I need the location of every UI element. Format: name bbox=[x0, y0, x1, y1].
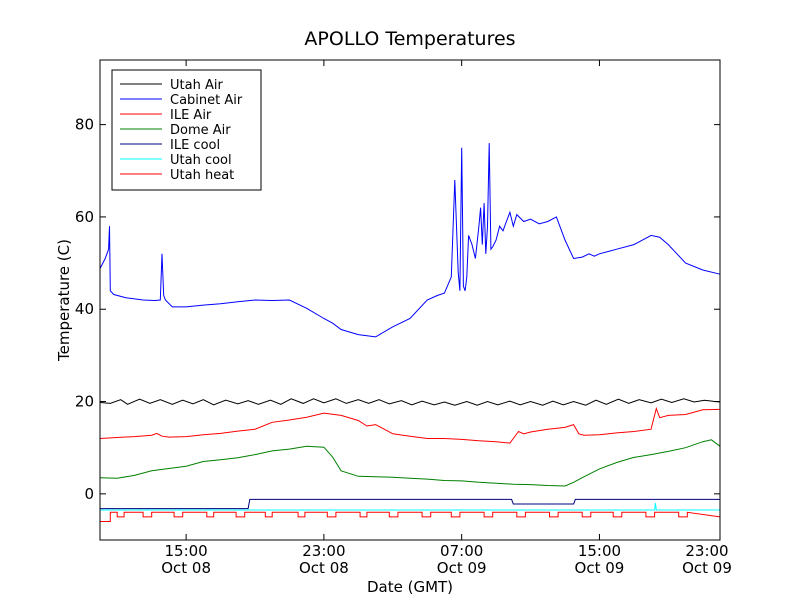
x-tick-date-label: Oct 09 bbox=[437, 559, 487, 577]
series-line-utah-cool bbox=[100, 503, 720, 511]
x-tick-time-label: 23:00 bbox=[302, 542, 345, 560]
x-tick-date-label: Oct 09 bbox=[682, 559, 732, 577]
x-tick-time-label: 15:00 bbox=[578, 542, 621, 560]
x-tick-time-label: 15:00 bbox=[164, 542, 207, 560]
x-tick-time-label: 23:00 bbox=[685, 542, 728, 560]
series-line-ile-air bbox=[99, 406, 721, 444]
series-line-dome-air bbox=[99, 439, 721, 487]
series-line-cabinet-air bbox=[99, 143, 721, 338]
y-tick-label: 80 bbox=[75, 116, 94, 134]
y-axis-label: Temperature (C) bbox=[55, 239, 73, 362]
y-tick-label: 20 bbox=[75, 393, 94, 411]
y-tick-label: 60 bbox=[75, 208, 94, 226]
plot-frame bbox=[99, 59, 721, 541]
y-tick-label: 0 bbox=[84, 485, 94, 503]
x-tick-date-label: Oct 09 bbox=[575, 559, 625, 577]
x-axis-label: Date (GMT) bbox=[367, 578, 453, 596]
chart-title: APOLLO Temperatures bbox=[304, 28, 515, 50]
legend-label-dome-air: Dome Air bbox=[170, 123, 231, 138]
x-tick-date-label: Oct 08 bbox=[161, 559, 211, 577]
legend-label-ile-cool: ILE cool bbox=[170, 138, 220, 153]
series-line-utah-heat bbox=[100, 511, 721, 522]
legend-label-utah-heat: Utah heat bbox=[170, 168, 234, 183]
series-layer bbox=[99, 143, 721, 522]
series-line-utah-air bbox=[99, 398, 721, 406]
x-tick-date-label: Oct 08 bbox=[299, 559, 349, 577]
x-tick-time-label: 07:00 bbox=[440, 542, 483, 560]
series-line-ile-cool bbox=[100, 498, 720, 510]
legend-label-utah-air: Utah Air bbox=[170, 78, 223, 93]
legend-box bbox=[111, 69, 262, 191]
y-tick-label: 40 bbox=[75, 300, 94, 318]
legend-label-utah-cool: Utah cool bbox=[170, 153, 232, 168]
legend-label-cabinet-air: Cabinet Air bbox=[170, 93, 243, 108]
legend-label-ile-air: ILE Air bbox=[170, 108, 212, 123]
